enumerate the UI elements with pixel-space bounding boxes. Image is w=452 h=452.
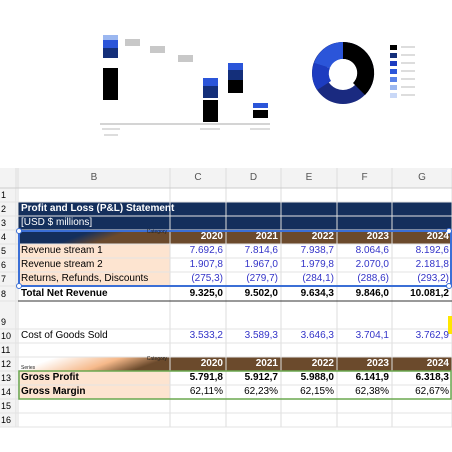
revenue-value: 7.938,7: [300, 245, 334, 256]
waterfall-icon: [100, 35, 270, 136]
revenue-label: Returns, Refunds, Discounts: [21, 273, 149, 284]
cogs-value: 3.646,3: [300, 330, 334, 341]
row-header: 2: [1, 204, 7, 214]
revenue-value: 7.814,6: [244, 245, 278, 256]
year-header: 2022: [311, 358, 334, 369]
grid-line: [16, 228, 22, 234]
header-band: [170, 357, 452, 371]
gross-profit-value: 5.912,7: [244, 372, 278, 383]
grid-line: [448, 316, 452, 334]
gross-profit-value: 6.318,3: [415, 372, 449, 383]
gross-margin-value: 62,23%: [244, 386, 278, 397]
year-header: 2024: [426, 358, 449, 369]
grid-line: [0, 168, 16, 427]
header-band: [170, 230, 452, 244]
revenue-value: (293,2): [417, 273, 449, 284]
year-header: 2023: [366, 231, 389, 242]
sheet-subtitle: [USD $ millions]: [21, 217, 93, 228]
sheet-title: Profit and Loss (P&L) Statement: [21, 203, 175, 214]
revenue-value: 1.979,8: [300, 259, 334, 270]
category-label: Category: [146, 356, 167, 362]
row-header: 5: [1, 246, 7, 256]
revenue-value: (288,6): [357, 273, 389, 284]
donut-icon: [312, 41, 375, 104]
total-value: 9.325,0: [189, 288, 223, 299]
illustration: [100, 35, 415, 136]
row-header: 13: [1, 373, 12, 383]
gross-profit-value: 5.791,8: [189, 372, 223, 383]
column-header: G: [418, 172, 426, 183]
category-label: Category: [146, 229, 167, 235]
row-header: 1: [1, 190, 7, 200]
total-value: 9.634,3: [300, 288, 334, 299]
total-value: 9.502,0: [244, 288, 278, 299]
label-fill: [18, 244, 170, 286]
revenue-label: Revenue stream 2: [21, 259, 103, 270]
series-label: Series: [21, 365, 36, 371]
year-header: 2020: [200, 231, 223, 242]
grid-line: [18, 230, 452, 287]
year-header: 2021: [255, 231, 278, 242]
revenue-value: 8.192,6: [415, 245, 449, 256]
row-header: 9: [1, 317, 7, 327]
column-header: C: [194, 172, 202, 183]
row-header: 4: [1, 232, 7, 242]
revenue-value: (279,7): [246, 273, 278, 284]
header-band: [18, 230, 170, 244]
column-header: E: [305, 172, 313, 183]
total-value: 9.846,0: [355, 288, 389, 299]
cogs-value: 3.704,1: [355, 330, 389, 341]
column-header: D: [249, 172, 258, 183]
year-header: 2022: [311, 231, 334, 242]
grid-line: [18, 370, 452, 400]
gross-margin-label: Gross Margin: [21, 386, 86, 397]
column-header: B: [90, 172, 98, 183]
row-header: 8: [1, 289, 7, 299]
gross-margin-value: 62,67%: [415, 386, 449, 397]
year-header: 2021: [255, 358, 278, 369]
row-header: 12: [1, 359, 12, 369]
cogs-value: 3.589,3: [244, 330, 278, 341]
gross-margin-value: 62,11%: [189, 386, 223, 397]
revenue-value: 7.692,6: [189, 245, 223, 256]
gross-margin-value: 62,15%: [300, 386, 334, 397]
cogs-value: 3.762,9: [415, 330, 449, 341]
row-header: 16: [1, 415, 12, 425]
cogs-label: Cost of Goods Sold: [21, 330, 108, 341]
total-value: 10.081,2: [410, 288, 449, 299]
revenue-value: (284,1): [302, 273, 334, 284]
row-header: 15: [1, 401, 12, 411]
revenue-label: Revenue stream 1: [21, 245, 103, 256]
row-header: 3: [1, 218, 7, 228]
header-band: [18, 357, 170, 371]
revenue-value: 2.181,8: [415, 259, 449, 270]
gross-profit-label: Gross Profit: [21, 372, 79, 383]
total-label: Total Net Revenue: [21, 288, 108, 299]
row-header: 11: [1, 345, 11, 355]
row-header: 7: [1, 274, 7, 284]
revenue-value: (275,3): [191, 273, 223, 284]
year-header: 2020: [200, 358, 223, 369]
gross-profit-value: 5.988,0: [300, 372, 334, 383]
year-header: 2024: [426, 231, 449, 242]
revenue-value: 1.967,0: [244, 259, 278, 270]
row-header: 14: [1, 387, 12, 397]
revenue-value: 8.064,6: [355, 245, 389, 256]
row-header: 6: [1, 260, 7, 270]
gross-margin-value: 62,38%: [355, 386, 389, 397]
legend-icon: [390, 45, 415, 98]
revenue-value: 2.070,0: [355, 259, 389, 270]
row-header: 10: [1, 331, 12, 341]
year-header: 2023: [366, 358, 389, 369]
grid-line: [16, 283, 22, 289]
gross-profit-value: 6.141,9: [355, 372, 389, 383]
revenue-value: 1.907,8: [189, 259, 223, 270]
cogs-value: 3.533,2: [189, 330, 223, 341]
column-header: F: [361, 172, 368, 183]
